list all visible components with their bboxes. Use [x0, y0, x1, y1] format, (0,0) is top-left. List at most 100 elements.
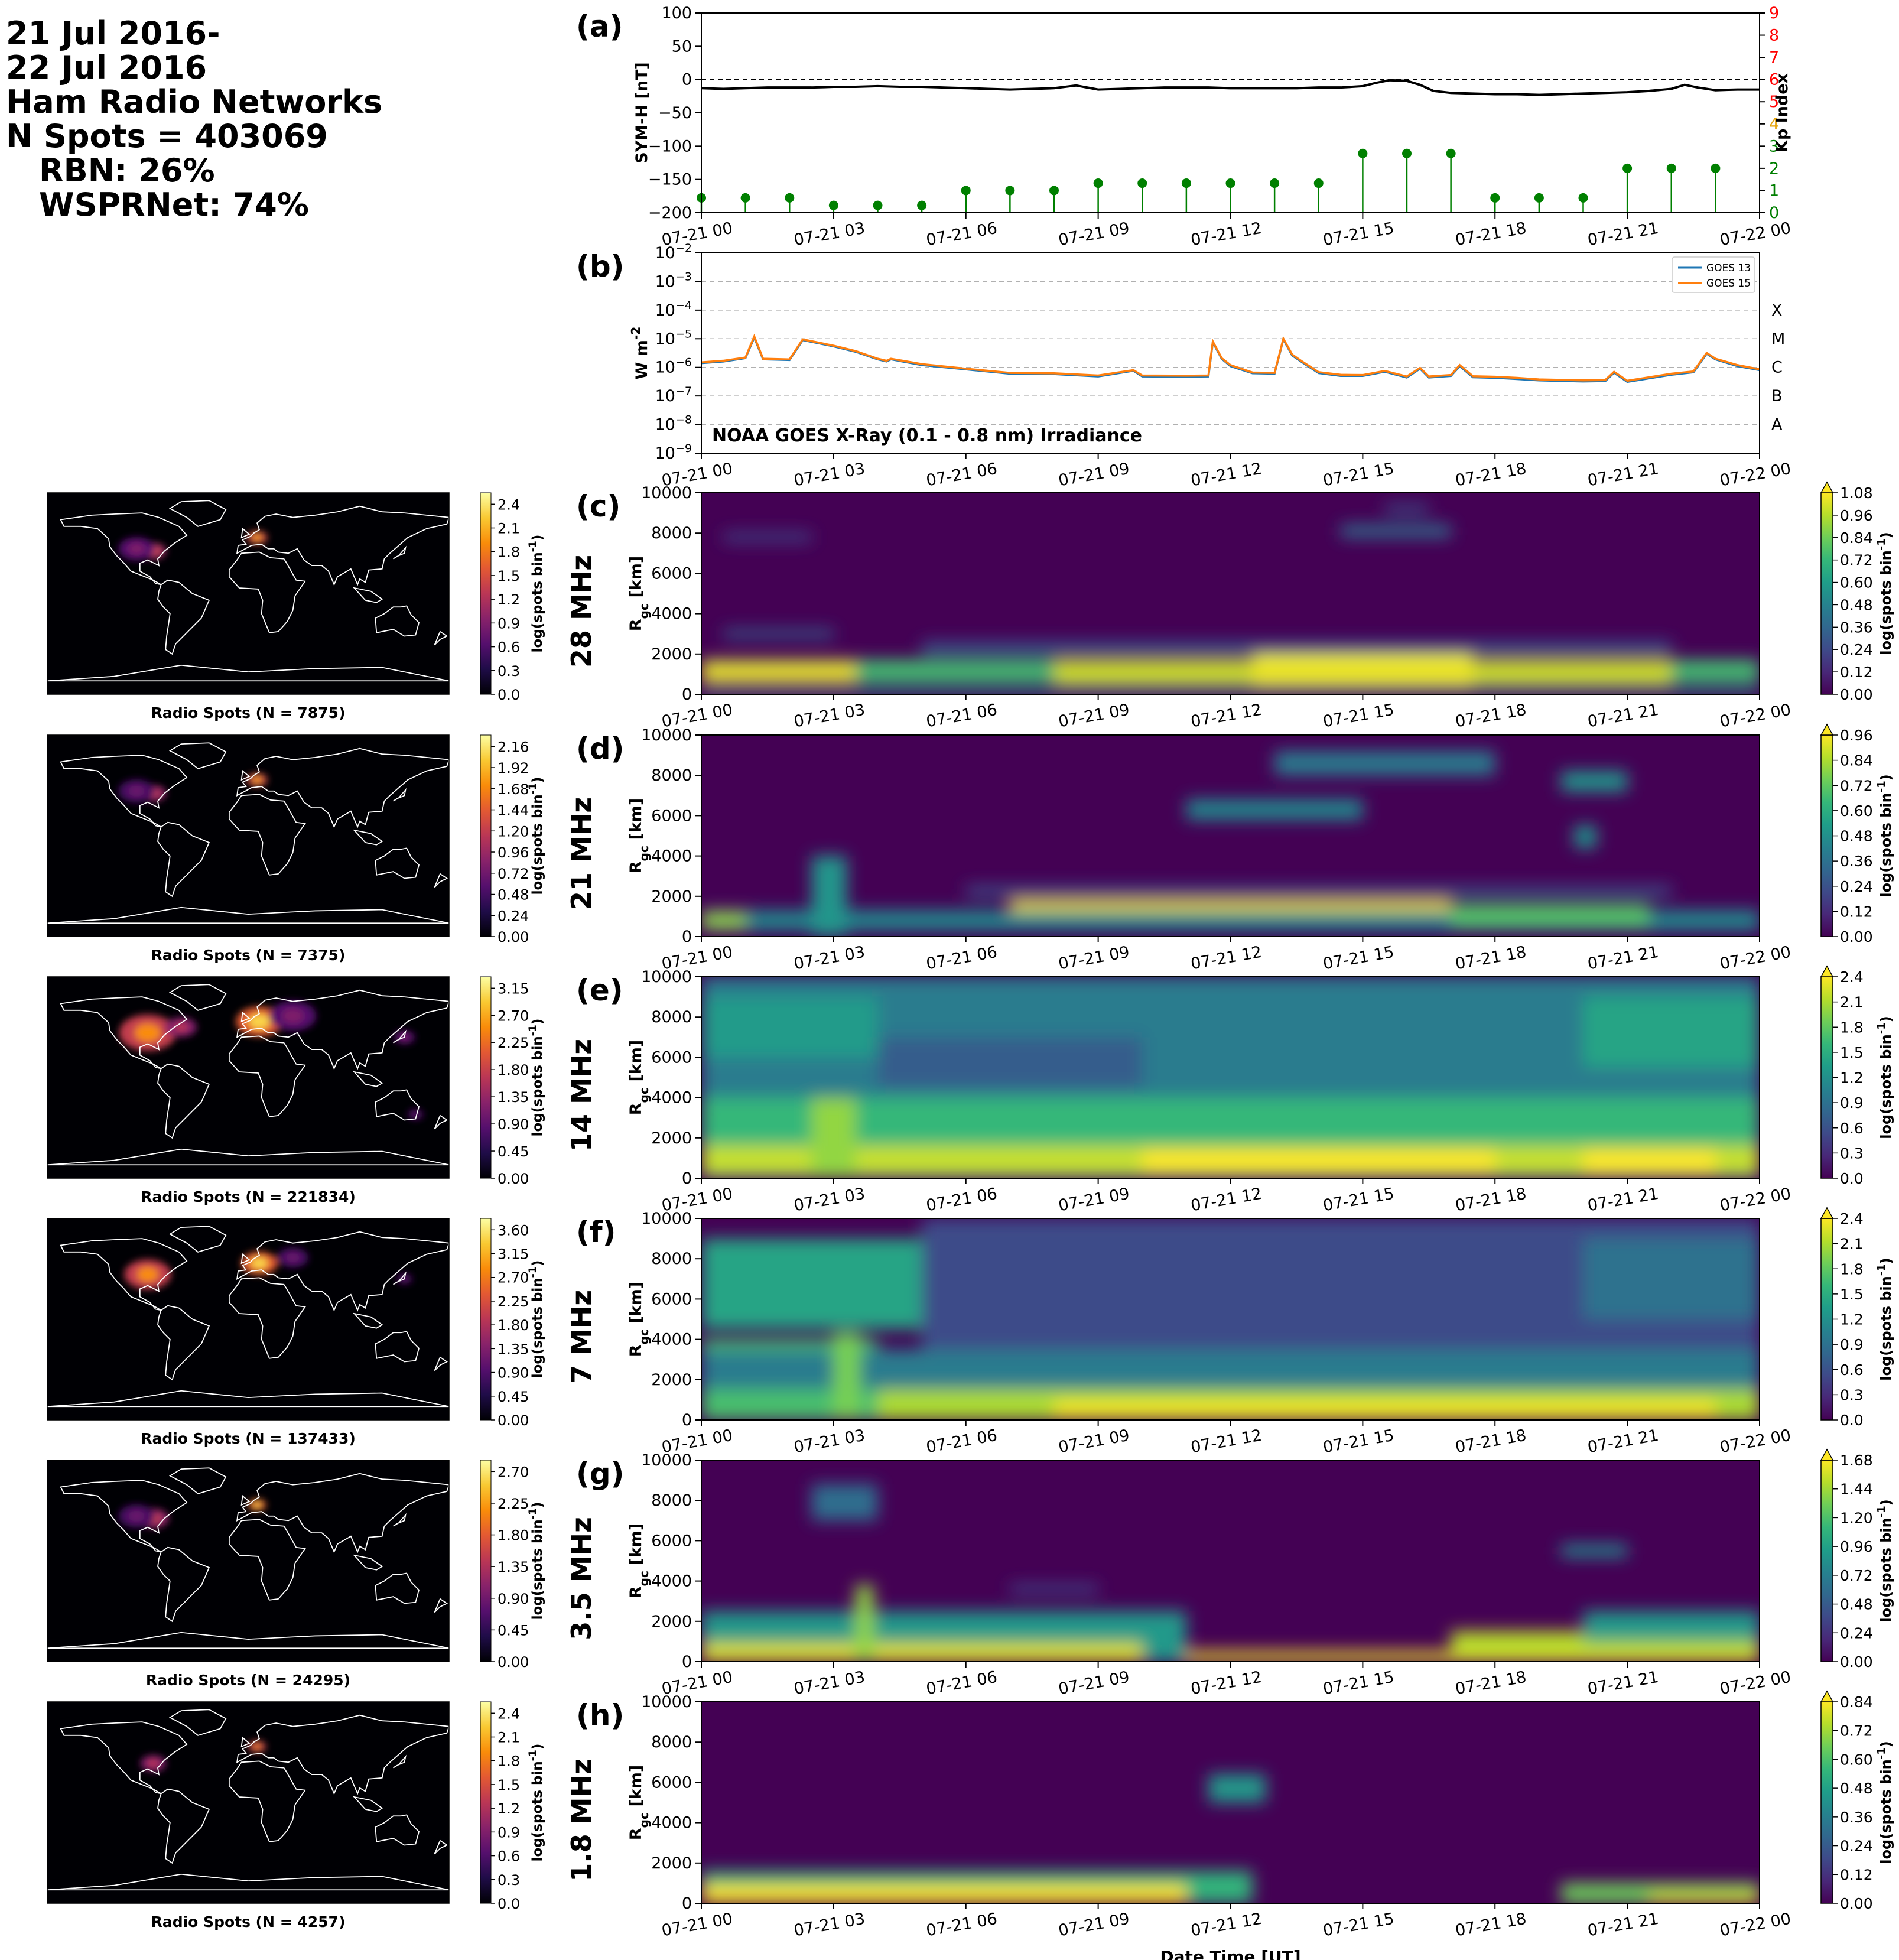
map-colorbar-tick-label: 0.90 — [497, 1591, 529, 1607]
colorbar-tick-label: 2.4 — [1840, 1210, 1864, 1227]
map-colorbar-tick-label: 0.0 — [497, 687, 520, 703]
colorbar-tick-label: 0.60 — [1840, 802, 1873, 820]
y-tick-label: 10−6 — [655, 356, 692, 377]
y-tick-label: 2000 — [651, 645, 692, 664]
kp-marker — [1622, 163, 1633, 173]
heatmap-blobs — [701, 1218, 1760, 1420]
kp-marker — [1711, 163, 1721, 173]
colorbar-tick-label: 0.9 — [1840, 1094, 1864, 1111]
colorbar-tick-label: 1.68 — [1840, 1452, 1873, 1469]
colorbar: 0.00 0.12 0.24 0.36 0.48 0.60 0.72 0.84 log(spot… — [1820, 1690, 1894, 1912]
heatmap-cells — [701, 1774, 1760, 1903]
colorbar: 0.0 0.3 0.6 0.9 1.2 1.5 1.8 2.1 2.4 log(spots bin… — [1820, 965, 1894, 1187]
colorbar-extend — [1820, 723, 1834, 736]
spot-cluster-core — [248, 1014, 270, 1029]
spot-cluster-core — [147, 1759, 160, 1768]
map-colorbar-tick-label: 2.4 — [497, 1705, 520, 1722]
panel-e-heatmap: (e) 14 MHz Rgc​ [km] 0 2000 4000 6000 8000 10000… — [565, 965, 1894, 1215]
map-colorbar-tick-label: 0.90 — [497, 1116, 529, 1133]
band-label: 1.8 MHz — [565, 1759, 597, 1882]
map-d: Radio Spots (N = 7375) 0.00 0.24 0.48 0.72 0.… — [47, 734, 545, 964]
map-colorbar-gradient — [480, 1460, 492, 1662]
colorbar-tick-label: 1.5 — [1840, 1286, 1864, 1303]
coastline — [47, 906, 449, 924]
x-tick-label: 07-21 21 — [1586, 1185, 1660, 1215]
heatmap-blobs — [701, 977, 1760, 1178]
heatmap-region — [1583, 1150, 1716, 1175]
colorbar-tick-label: 0.36 — [1840, 1809, 1873, 1826]
colorbar-tick-label: 0.60 — [1840, 574, 1873, 591]
x-tick-label: 07-21 03 — [792, 1668, 866, 1699]
heatmap-cells — [701, 505, 1760, 694]
x-tick-label: 07-21 12 — [1189, 219, 1263, 250]
x-tick-label: 07-21 09 — [1057, 943, 1131, 974]
flare-class-label: A — [1771, 416, 1783, 434]
spot-cluster-core — [128, 542, 145, 555]
band-label: 21 MHz — [565, 797, 597, 910]
x-tick-label: 07-22 00 — [1718, 1185, 1792, 1215]
coastline — [240, 1253, 251, 1265]
coastline — [228, 1519, 306, 1601]
legend-entry: GOES 15 — [1706, 278, 1751, 290]
coastline — [168, 984, 227, 1011]
map-background — [47, 1702, 449, 1903]
colorbar-tick-label: 0.60 — [1840, 1751, 1873, 1768]
coastline — [393, 1754, 407, 1769]
header-line-2: 22 Jul 2016 — [6, 49, 207, 86]
x-tick-label: 07-21 09 — [1057, 1910, 1131, 1941]
colorbar-tick-label: 0.84 — [1840, 1694, 1873, 1711]
coastline — [47, 1631, 449, 1649]
map-background — [47, 1460, 449, 1662]
header-line-1: 21 Jul 2016- — [6, 15, 220, 52]
panel-d-heatmap: (d) 21 MHz Rgc​ [km] 0 2000 4000 6000 8000 10000… — [565, 723, 1894, 974]
coastline — [352, 1312, 383, 1329]
heatmap-region — [811, 856, 847, 937]
kp-marker — [1402, 148, 1412, 158]
coastline — [60, 996, 188, 1070]
xray-axis-label: W m-2​ — [629, 327, 651, 380]
colorbar-tick-label: 0.6 — [1840, 1120, 1864, 1137]
y-tick-label: −100 — [648, 137, 692, 155]
coastline — [434, 1114, 448, 1130]
kp-marker — [1093, 178, 1103, 188]
colorbar-tick-label: 0.72 — [1840, 777, 1873, 794]
spot-cluster-core — [252, 776, 262, 784]
band-label: 3.5 MHz — [565, 1517, 597, 1640]
kp-marker — [1666, 163, 1676, 173]
colorbar-label: log(spots bin-1​) — [1875, 1257, 1895, 1380]
map-colorbar-tick-label: 1.8 — [497, 544, 520, 561]
colorbar-tick-label: 0.6 — [1840, 1361, 1864, 1379]
map-colorbar-tick-label: 1.5 — [497, 1777, 520, 1793]
heatmap-region — [965, 886, 1672, 896]
heatmap-cells — [701, 977, 1760, 1178]
colorbar-tick-label: 0.96 — [1840, 727, 1873, 744]
x-tick-label: 07-22 00 — [1718, 1910, 1792, 1941]
map-colorbar-tick-label: 1.92 — [497, 760, 529, 776]
colorbar-tick-label: 0.96 — [1840, 1538, 1873, 1555]
y-tick-label: 0 — [682, 1894, 692, 1913]
x-tick-label: 07-21 06 — [925, 701, 999, 732]
range-axis-label: Rgc​ [km] — [627, 1765, 651, 1840]
map-colorbar-label: log(spots bin-1​) — [527, 1744, 545, 1862]
x-tick-label: 07-21 09 — [1057, 701, 1131, 732]
heatmap-region — [701, 1349, 1760, 1390]
map-colorbar-tick-label: 1.5 — [497, 568, 520, 584]
map-colorbar-tick-label: 2.1 — [497, 1730, 520, 1746]
x-tick-label: 07-21 12 — [1189, 1910, 1263, 1941]
coastline — [157, 821, 210, 898]
heatmap-region — [1054, 1402, 1716, 1416]
coastline — [168, 1226, 227, 1253]
y-tick-label: 8000 — [651, 766, 692, 785]
coastline — [228, 551, 306, 633]
map-background — [47, 1218, 449, 1420]
coastline — [60, 512, 188, 586]
map-colorbar-tick-label: 3.60 — [497, 1222, 529, 1239]
x-tick-label: 07-21 06 — [925, 219, 999, 250]
colorbar-tick-label: 0.00 — [1840, 928, 1873, 945]
coastlines — [47, 742, 449, 924]
x-tick-label: 07-22 00 — [1718, 1668, 1792, 1699]
y-tick-label: 6000 — [651, 1290, 692, 1308]
heatmap-region — [701, 912, 746, 929]
panel-label: (h) — [576, 1698, 624, 1733]
map-colorbar-tick-label: 1.68 — [497, 781, 529, 798]
